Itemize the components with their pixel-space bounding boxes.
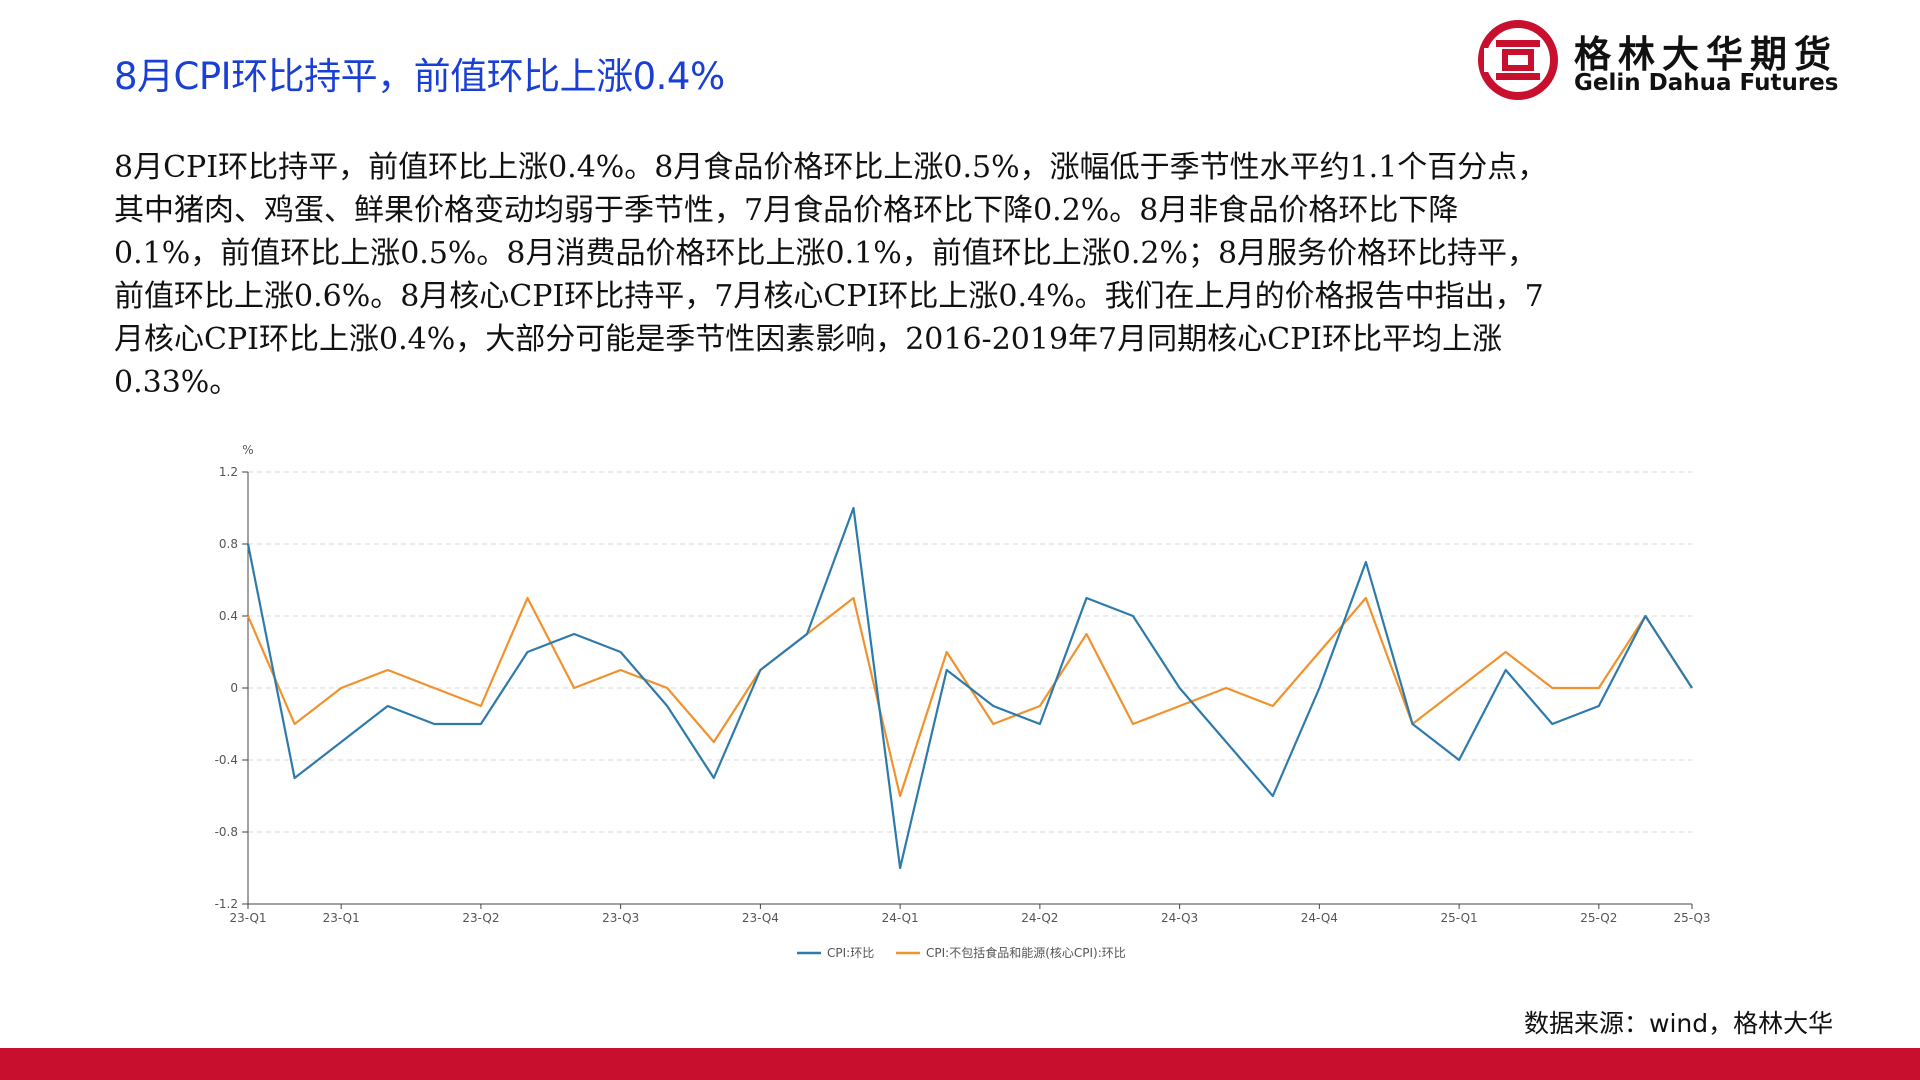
y-tick-label: -0.8 xyxy=(215,825,238,839)
commentary-line: 8月CPI环比持平，前值环比上涨0.4%。8月食品价格环比上涨0.5%，涨幅低于… xyxy=(114,150,1548,185)
legend-label: CPI:不包括食品和能源(核心CPI):环比 xyxy=(926,945,1126,960)
x-tick-label: 24-Q3 xyxy=(1161,911,1198,925)
y-tick-label: 0.8 xyxy=(219,537,238,551)
x-tick-label: 24-Q2 xyxy=(1021,911,1058,925)
logo-english-name: Gelin Dahua Futures xyxy=(1574,70,1839,96)
x-tick-label: 25-Q1 xyxy=(1441,911,1478,925)
x-tick-label: 24-Q4 xyxy=(1301,911,1338,925)
x-tick-label: 23-Q4 xyxy=(742,911,779,925)
data-source-note: 数据来源：wind，格林大华 xyxy=(1524,1009,1834,1038)
y-tick-label: 1.2 xyxy=(219,465,238,479)
company-logo: 格林大华期货 Gelin Dahua Futures xyxy=(1474,20,1894,100)
y-tick-label: 0 xyxy=(230,681,238,695)
y-tick-label: -0.4 xyxy=(215,753,238,767)
y-tick-label: -1.2 xyxy=(215,897,238,911)
y-axis-unit-label: % xyxy=(242,443,253,457)
logo-chinese-name: 格林大华期货 xyxy=(1574,33,1838,76)
commentary-line: 0.33%。 xyxy=(114,365,240,400)
commentary-line: 其中猪肉、鸡蛋、鲜果价格变动均弱于季节性，7月食品价格环比下降0.2%。8月非食… xyxy=(114,193,1459,228)
page-title: 8月CPI环比持平，前值环比上涨0.4% xyxy=(114,55,725,98)
footer-bar xyxy=(0,1048,1920,1080)
commentary-line: 前值环比上涨0.6%。8月核心CPI环比持平，7月核心CPI环比上涨0.4%。我… xyxy=(114,279,1544,314)
logo-emblem-icon xyxy=(1478,20,1558,100)
commentary-paragraph: 8月CPI环比持平，前值环比上涨0.4%。8月食品价格环比上涨0.5%，涨幅低于… xyxy=(114,146,1764,404)
legend-label: CPI:环比 xyxy=(827,946,874,960)
x-tick-label: 23-Q3 xyxy=(602,911,639,925)
commentary-line: 月核心CPI环比上涨0.4%，大部分可能是季节性因素影响，2016-2019年7… xyxy=(114,322,1503,357)
x-tick-label: 23-Q2 xyxy=(462,911,499,925)
commentary-line: 0.1%，前值环比上涨0.5%。8月消费品价格环比上涨0.1%，前值环比上涨0.… xyxy=(114,236,1538,271)
x-tick-label: 25-Q3 xyxy=(1673,911,1710,925)
x-tick-label: 23-Q1 xyxy=(229,911,266,925)
x-tick-label: 23-Q1 xyxy=(323,911,360,925)
x-tick-label: 25-Q2 xyxy=(1580,911,1617,925)
series-line-cpi xyxy=(246,506,1693,870)
cpi-line-chart: 1.2 0.8 0.4 0 -0.4 -0.8 -1.2% 23-Q1 23-Q1 23-Q2 23… xyxy=(215,443,1711,960)
y-tick-label: 0.4 xyxy=(219,609,238,623)
series-line-core-cpi xyxy=(246,596,1693,798)
x-tick-label: 24-Q1 xyxy=(882,911,919,925)
